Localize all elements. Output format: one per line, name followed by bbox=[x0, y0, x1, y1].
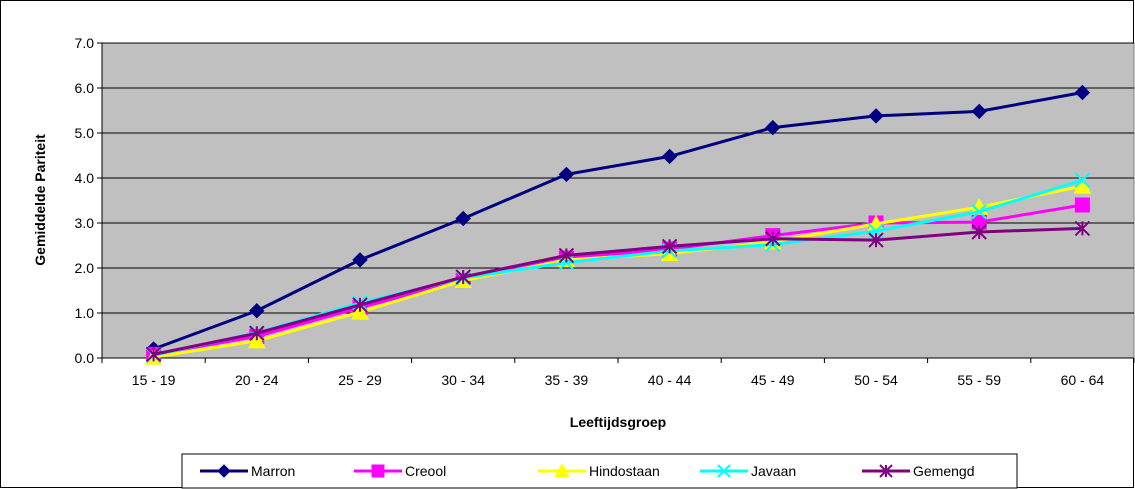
x-tick-label: 40 - 44 bbox=[648, 372, 692, 388]
gridlines bbox=[102, 42, 1134, 314]
legend-item-gemengd: Gemengd bbox=[862, 463, 974, 479]
data-point-marker bbox=[217, 464, 231, 478]
legend-item-javaan: Javaan bbox=[700, 463, 796, 479]
data-point-marker bbox=[249, 303, 265, 319]
x-tick-label: 35 - 39 bbox=[545, 372, 589, 388]
legend-label: Javaan bbox=[751, 463, 796, 479]
y-tick-label: 6.0 bbox=[75, 80, 95, 96]
data-point-marker bbox=[1074, 172, 1091, 188]
series-layer bbox=[144, 84, 1092, 365]
data-point-marker bbox=[352, 252, 368, 268]
data-point-marker bbox=[247, 331, 266, 349]
legend-label: Marron bbox=[251, 463, 295, 479]
x-axis-ticks: 15 - 19 20 - 24 25 - 29 30 - 34 35 - 39 40 - … bbox=[101, 357, 1135, 388]
x-tick-label: 60 - 64 bbox=[1061, 372, 1105, 388]
legend-item-marron: Marron bbox=[200, 463, 295, 479]
data-point-marker bbox=[558, 254, 575, 271]
x-tick-label: 20 - 24 bbox=[235, 372, 279, 388]
data-point-marker bbox=[868, 232, 884, 248]
data-point-marker bbox=[554, 462, 570, 478]
plot-area bbox=[101, 42, 1135, 359]
y-tick-label: 3.0 bbox=[75, 215, 95, 231]
x-tick-label: 50 - 54 bbox=[854, 372, 898, 388]
legend-item-creool: Creool bbox=[354, 463, 446, 479]
data-point-marker bbox=[971, 224, 987, 240]
data-point-marker bbox=[455, 269, 471, 285]
legend-label: Creool bbox=[405, 463, 446, 479]
data-point-marker bbox=[1074, 84, 1091, 101]
y-tick-label: 5.0 bbox=[75, 125, 95, 141]
series-gemengd bbox=[145, 220, 1091, 363]
data-point-marker bbox=[717, 464, 731, 478]
series-line bbox=[153, 91, 1083, 351]
series-line bbox=[153, 226, 1083, 356]
data-point-marker bbox=[868, 108, 884, 124]
data-point-marker bbox=[1074, 197, 1090, 213]
legend-label: Gemengd bbox=[913, 463, 974, 479]
data-point-marker bbox=[971, 103, 987, 120]
y-tick-label: 0.0 bbox=[75, 350, 95, 366]
legend-items: Marron Creool Hindostaan Javaan Gemengd bbox=[200, 462, 974, 479]
data-point-marker bbox=[661, 148, 678, 165]
data-point-marker bbox=[145, 346, 162, 363]
x-tick-label: 45 - 49 bbox=[751, 372, 795, 388]
data-point-marker bbox=[971, 204, 987, 220]
data-point-marker bbox=[249, 325, 265, 341]
data-point-marker bbox=[765, 231, 781, 247]
y-axis-title: Gemiddelde Pariteit bbox=[32, 134, 48, 266]
data-point-marker bbox=[661, 238, 678, 255]
x-tick-label: 15 - 19 bbox=[132, 372, 176, 388]
y-tick-label: 1.0 bbox=[75, 305, 95, 321]
x-tick-label: 55 - 59 bbox=[957, 372, 1001, 388]
x-tick-label: 25 - 29 bbox=[338, 372, 382, 388]
data-point-marker bbox=[352, 297, 368, 313]
data-point-marker bbox=[879, 464, 893, 478]
data-point-marker bbox=[371, 464, 385, 478]
legend: Marron Creool Hindostaan Javaan Gemengd bbox=[181, 453, 1018, 489]
legend-item-hindostaan: Hindostaan bbox=[538, 462, 660, 479]
data-point-marker bbox=[765, 119, 781, 136]
y-tick-label: 2.0 bbox=[75, 260, 95, 276]
data-point-marker bbox=[558, 166, 575, 183]
y-tick-label: 7.0 bbox=[75, 35, 95, 51]
x-axis-title: Leeftijdsgroep bbox=[570, 414, 666, 430]
y-axis-ticks: 0.0 1.0 2.0 3.0 4.0 5.0 6.0 7.0 bbox=[75, 35, 103, 366]
legend-label: Hindostaan bbox=[589, 463, 660, 479]
y-tick-label: 4.0 bbox=[75, 170, 95, 186]
data-point-marker bbox=[558, 247, 575, 264]
data-point-marker bbox=[455, 210, 471, 227]
data-point-marker bbox=[1074, 220, 1091, 237]
x-tick-label: 30 - 34 bbox=[441, 372, 485, 388]
